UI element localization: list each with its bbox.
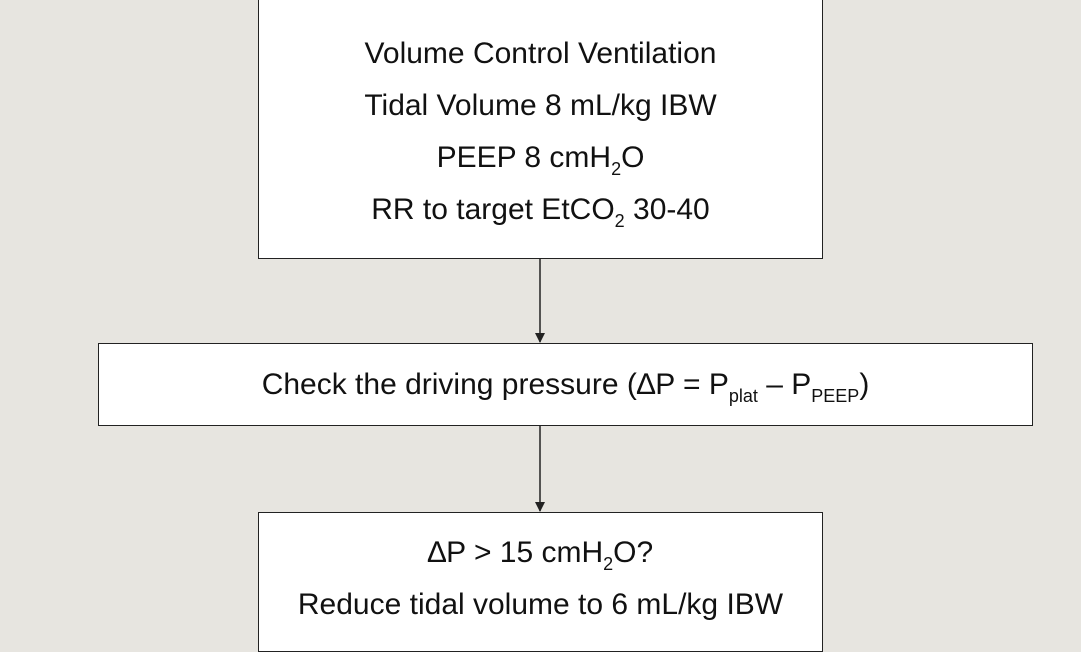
box-line: RR to target EtCO2 30-40 [371,184,710,236]
box-line: Tidal Volume 8 mL/kg IBW [364,80,716,132]
box-line: PEEP 8 cmH2O [437,132,645,184]
subscript: 2 [603,554,614,574]
subscript: 2 [611,158,622,179]
subscript: 2 [614,210,625,231]
text: ) [859,367,870,401]
text: ∆P > 15 cmH [427,536,604,569]
text: PEEP 8 cmH [436,140,612,174]
box-line: Check the driving pressure (∆P = Pplat –… [262,359,870,411]
text: RR to target EtCO [371,192,615,226]
flow-box: Volume Control Ventilation Tidal Volume 8… [258,0,823,259]
subscript: PEEP [811,385,860,406]
box-line: Volume Control Ventilation [365,28,717,80]
text: Check the driving pressure (∆P = P [261,367,729,401]
box-line: ∆P > 15 cmH2O? [428,527,653,579]
subscript: plat [728,385,758,406]
flow-box: Check the driving pressure (∆P = Pplat –… [98,343,1033,426]
text: Tidal Volume 8 mL/kg IBW [364,88,717,122]
text: – P [757,367,812,401]
box-line: Reduce tidal volume to 6 mL/kg IBW [298,579,783,631]
text: O [621,140,645,174]
text: O? [613,536,654,569]
flow-box: ∆P > 15 cmH2O? Reduce tidal volume to 6 m… [258,512,823,652]
text: Reduce tidal volume to 6 mL/kg IBW [297,588,784,621]
text: 30-40 [624,192,710,226]
text: Volume Control Ventilation [364,36,717,70]
